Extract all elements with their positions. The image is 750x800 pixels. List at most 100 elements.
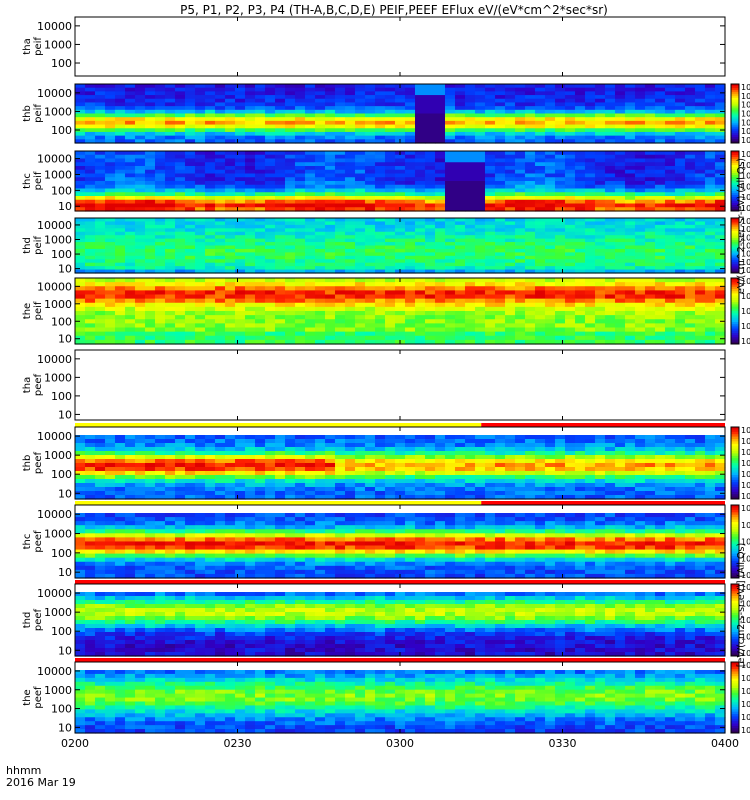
thc-peif-cell bbox=[685, 158, 696, 163]
thb-peif-cell bbox=[135, 128, 146, 133]
the-peif-cell bbox=[455, 335, 466, 341]
thb-peif-cell bbox=[225, 120, 236, 126]
thb-peif-cell bbox=[235, 135, 246, 140]
thb-peif-cell bbox=[555, 95, 566, 100]
thd-peif-cell bbox=[105, 269, 116, 274]
thb-peef-cell bbox=[135, 439, 146, 444]
thb-peif-cell bbox=[255, 131, 266, 137]
the-peif-cell bbox=[495, 315, 506, 320]
thd-peif-cell bbox=[265, 238, 276, 243]
thc-peif-cell bbox=[585, 166, 596, 171]
the-peif-cell bbox=[135, 286, 146, 291]
thc-peif-cell bbox=[255, 169, 266, 175]
thb-peif-cell bbox=[535, 91, 546, 96]
thb-peif-colorbar-swatch bbox=[731, 119, 739, 122]
thd-peif-cell bbox=[715, 255, 726, 260]
the-peif-cell bbox=[235, 302, 246, 308]
thd-peif-cell bbox=[575, 218, 586, 223]
the-peif-cell bbox=[135, 282, 146, 287]
thd-peif-cell bbox=[655, 231, 666, 236]
thb-peif-cell bbox=[565, 98, 576, 104]
the-peif-cell bbox=[665, 298, 676, 304]
thd-peif-colorbar-swatch bbox=[731, 245, 739, 248]
thc-peif-cell bbox=[125, 151, 136, 156]
thd-peif-cell bbox=[695, 221, 706, 226]
thb-peif-cell bbox=[585, 120, 596, 126]
thd-peif-cell bbox=[375, 242, 386, 247]
thd-peif-cell bbox=[115, 231, 126, 236]
thb-peif-cell bbox=[615, 98, 626, 104]
the-peif-cell bbox=[555, 286, 566, 291]
thc-peif-cell bbox=[105, 203, 116, 208]
thd-peif-cell bbox=[465, 221, 476, 226]
thb-peif-colorbar-swatch bbox=[731, 125, 739, 128]
thb-peef-cell bbox=[315, 451, 326, 456]
the-peif-colorbar-swatch bbox=[731, 291, 739, 294]
thc-peif-cell bbox=[605, 207, 616, 212]
thd-peif-cell bbox=[215, 269, 226, 274]
thd-peif-cell bbox=[235, 245, 246, 250]
thd-peif-cell bbox=[425, 238, 436, 243]
thd-peif-cell bbox=[665, 238, 676, 243]
thb-peif-cell bbox=[375, 128, 386, 133]
thb-peif-cell bbox=[95, 135, 106, 140]
thc-peif-cell bbox=[285, 151, 296, 156]
thb-peif-cell bbox=[515, 95, 526, 100]
thb-peif-colorbar-swatch bbox=[731, 129, 739, 132]
thd-peif-cell bbox=[495, 238, 506, 243]
thc-peif-cell bbox=[435, 177, 446, 182]
the-peif-cell bbox=[295, 327, 306, 333]
the-peif-cell bbox=[105, 323, 116, 329]
the-peif-cell bbox=[595, 335, 606, 341]
the-peif-cell bbox=[295, 282, 306, 287]
thd-peif-colorbar-swatch bbox=[731, 236, 739, 239]
thd-peif-cell bbox=[415, 255, 426, 260]
the-peif-cell bbox=[285, 302, 296, 308]
thb-peif-cell bbox=[405, 91, 416, 96]
thc-peif-cell bbox=[305, 181, 316, 186]
thd-peif-cell bbox=[225, 218, 236, 223]
thd-peif-cell bbox=[615, 228, 626, 233]
thb-peif-cell bbox=[375, 131, 386, 137]
thc-peif-cell bbox=[465, 196, 476, 201]
the-peif-cell bbox=[595, 319, 606, 324]
thb-peif-cell bbox=[315, 91, 326, 96]
the-peif-cell bbox=[465, 298, 476, 304]
thb-peif-cell bbox=[405, 98, 416, 104]
the-peif-cell bbox=[655, 298, 666, 304]
thd-peif-cell bbox=[205, 238, 216, 243]
thd-peif-cell bbox=[645, 231, 656, 236]
thd-peif-cell bbox=[305, 259, 316, 264]
thb-peif-cell bbox=[485, 120, 496, 126]
the-peif-cell bbox=[525, 311, 536, 316]
thd-peif-cell bbox=[285, 228, 296, 233]
thd-peif-cell bbox=[85, 252, 96, 257]
thd-peif-cell bbox=[395, 235, 406, 240]
thb-peif-cell bbox=[135, 98, 146, 104]
the-peif-cell bbox=[75, 290, 86, 296]
the-peif-colorbar-swatch bbox=[731, 304, 739, 308]
thb-peef-cell bbox=[75, 491, 86, 496]
thb-peef-cell bbox=[165, 447, 176, 452]
thd-peif-cell bbox=[105, 221, 116, 226]
thc-peif-cell bbox=[105, 173, 116, 178]
thd-peif-colorbar-swatch bbox=[731, 249, 739, 252]
thd-peif-cell bbox=[405, 255, 416, 260]
thb-peef-cell bbox=[275, 471, 286, 476]
thc-peif-cell bbox=[115, 173, 126, 178]
thb-peif-cell bbox=[505, 124, 516, 129]
the-peif-cell bbox=[205, 298, 216, 304]
thb-peif-cell bbox=[295, 124, 306, 129]
thc-peif-cell bbox=[305, 192, 316, 197]
thb-peif-cell bbox=[165, 109, 176, 115]
thb-peif-cell bbox=[285, 131, 296, 137]
thd-peif-cell bbox=[125, 252, 136, 257]
thb-peef-cell bbox=[145, 467, 156, 472]
thd-peif-cell bbox=[555, 259, 566, 264]
thd-peif-cell bbox=[125, 235, 136, 240]
thd-peif-cell bbox=[295, 252, 306, 257]
thb-peif-cell bbox=[575, 91, 586, 96]
thb-peif-cell bbox=[425, 128, 436, 133]
thd-peif-cell bbox=[405, 259, 416, 264]
thd-peif-cell bbox=[75, 255, 86, 260]
